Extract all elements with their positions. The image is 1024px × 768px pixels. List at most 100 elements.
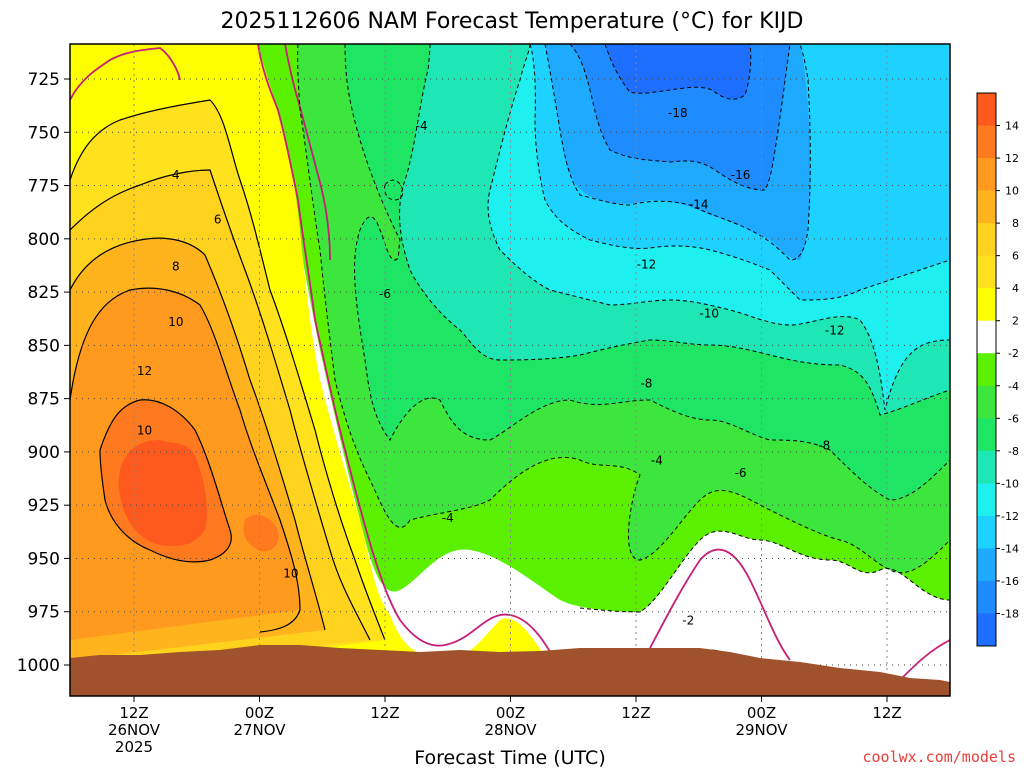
colorbar-swatch xyxy=(977,93,996,127)
colorbar-label: 4 xyxy=(1012,282,1019,295)
x-tick-label: 27NOV xyxy=(233,721,286,739)
isotherm-minus8 xyxy=(399,44,950,416)
y-tick-label: 800 xyxy=(28,230,60,250)
colorbar-swatch xyxy=(977,255,996,289)
y-tick-label: 950 xyxy=(28,549,60,569)
x-tick-label: 2025 xyxy=(115,738,153,756)
zero-degree-contour-3 xyxy=(284,44,331,261)
contour-label: -6 xyxy=(379,287,391,301)
isotherm-6 xyxy=(70,169,371,641)
contour-label: 10 xyxy=(283,566,298,580)
colorbar-label: -2 xyxy=(1008,347,1019,360)
contour-label: -12 xyxy=(825,323,845,337)
colorbar-label: -16 xyxy=(1001,575,1019,588)
colorbar-swatch xyxy=(977,515,996,549)
colorbar-swatch xyxy=(977,385,996,419)
contour-label: -18 xyxy=(668,106,688,120)
x-tick-label: 00Z xyxy=(245,704,274,722)
zero-degree-contour-4 xyxy=(649,548,791,661)
isotherm-minus12 xyxy=(529,44,950,301)
contour-label: -4 xyxy=(651,453,663,467)
y-tick-label: 775 xyxy=(28,177,60,197)
colorbar-label: -14 xyxy=(1001,542,1019,555)
y-tick-label: 825 xyxy=(28,283,60,303)
contour-label: 10 xyxy=(137,424,152,438)
y-tick-label: 725 xyxy=(28,70,60,90)
colorbar-label: 8 xyxy=(1012,217,1019,230)
colorbar-swatch xyxy=(977,158,996,192)
contour-label: 10 xyxy=(168,315,183,329)
contour-label: -16 xyxy=(731,168,751,182)
terrain xyxy=(70,645,950,696)
colorbar-swatch xyxy=(977,418,996,452)
contour-label: 12 xyxy=(137,364,152,378)
isotherm-minus14 xyxy=(544,44,811,261)
contour-labels: -4 -18 -16 -14 -12 -10 -12 -6 -8 -4 -6 -8 -4 -2 4 6 8 10 1… xyxy=(137,106,845,627)
y-tick-label: 850 xyxy=(28,336,60,356)
contour-label: -10 xyxy=(699,306,719,320)
y-axis: 725 750 775 800 825 850 875 900 925 950 975 1000 xyxy=(17,70,70,676)
y-tick-label: 1000 xyxy=(17,656,60,676)
contour-label: -4 xyxy=(416,119,428,133)
colorbar-swatch xyxy=(977,320,996,354)
y-tick-label: 975 xyxy=(28,603,60,623)
zero-degree-contour-2 xyxy=(70,47,181,101)
colorbar-label: 12 xyxy=(1005,152,1019,165)
x-tick-label: 28NOV xyxy=(484,721,537,739)
x-tick-label: 00Z xyxy=(747,704,776,722)
isotherm-8 xyxy=(70,237,326,631)
contour-label: -14 xyxy=(689,198,709,212)
colorbar: 14 12 10 8 6 4 2 -2 -4 -6 -8 -10 -12 -14 -16 -18 xyxy=(976,92,1019,647)
colorbar-swatch xyxy=(977,483,996,517)
y-tick-label: 875 xyxy=(28,390,60,410)
isotherm-minus2 xyxy=(579,530,950,613)
colorbar-label: 10 xyxy=(1005,185,1019,198)
chart-title: 2025112606 NAM Forecast Temperature (°C)… xyxy=(221,9,804,34)
colorbar-swatch xyxy=(977,190,996,224)
colorbar-label: -12 xyxy=(1001,510,1019,523)
isotherm-minus4 xyxy=(297,44,950,574)
contour-label: -2 xyxy=(682,613,694,627)
colorbar-label: -4 xyxy=(1008,380,1019,393)
plot-area: -4 -18 -16 -14 -12 -10 -12 -6 -8 -4 -6 -8 -4 -2 4 6 8 10 1… xyxy=(70,44,950,696)
colorbar-swatch xyxy=(977,223,996,257)
x-tick-label: 12Z xyxy=(872,704,901,722)
isotherm-minus6-cell xyxy=(384,179,404,201)
contour-label: -8 xyxy=(640,377,652,391)
credit-text: coolwx.com/models xyxy=(862,748,1016,766)
contour-label: -8 xyxy=(818,439,830,453)
contour-label: -6 xyxy=(735,466,747,480)
contour-label: 4 xyxy=(172,168,180,182)
colorbar-swatch xyxy=(977,288,996,322)
colorbar-swatch xyxy=(977,580,996,614)
colorbar-swatch xyxy=(977,548,996,582)
x-tick-label: 26NOV xyxy=(108,721,161,739)
zero-degree-contour-5 xyxy=(899,639,950,681)
y-tick-label: 925 xyxy=(28,496,60,516)
isotherm-minus18 xyxy=(604,44,752,100)
isotherm-minus16 xyxy=(569,44,791,191)
fill-band-small-warm-cell xyxy=(243,514,279,552)
colorbar-label: -6 xyxy=(1008,412,1019,425)
x-tick-label: 12Z xyxy=(119,704,148,722)
colorbar-frame xyxy=(976,92,997,647)
zero-degree-contour-1 xyxy=(257,44,566,681)
colorbar-label: 14 xyxy=(1005,120,1019,133)
colorbar-label: 6 xyxy=(1012,250,1019,263)
colorbar-label: -8 xyxy=(1008,445,1019,458)
y-tick-label: 900 xyxy=(28,443,60,463)
colorbar-label: -18 xyxy=(1001,607,1019,620)
fill-band-below-minus18 xyxy=(605,44,751,100)
x-tick-label: 12Z xyxy=(621,704,650,722)
isotherm-4 xyxy=(70,99,386,641)
fill-band-above-14 xyxy=(118,440,207,547)
x-axis-title: Forecast Time (UTC) xyxy=(414,747,605,768)
isotherm-10 xyxy=(70,287,301,633)
x-tick-label: 00Z xyxy=(496,704,525,722)
colorbar-swatch xyxy=(977,613,996,647)
colorbar-swatch xyxy=(977,353,996,387)
contour-label: 8 xyxy=(172,260,180,274)
x-tick-label: 29NOV xyxy=(735,721,788,739)
